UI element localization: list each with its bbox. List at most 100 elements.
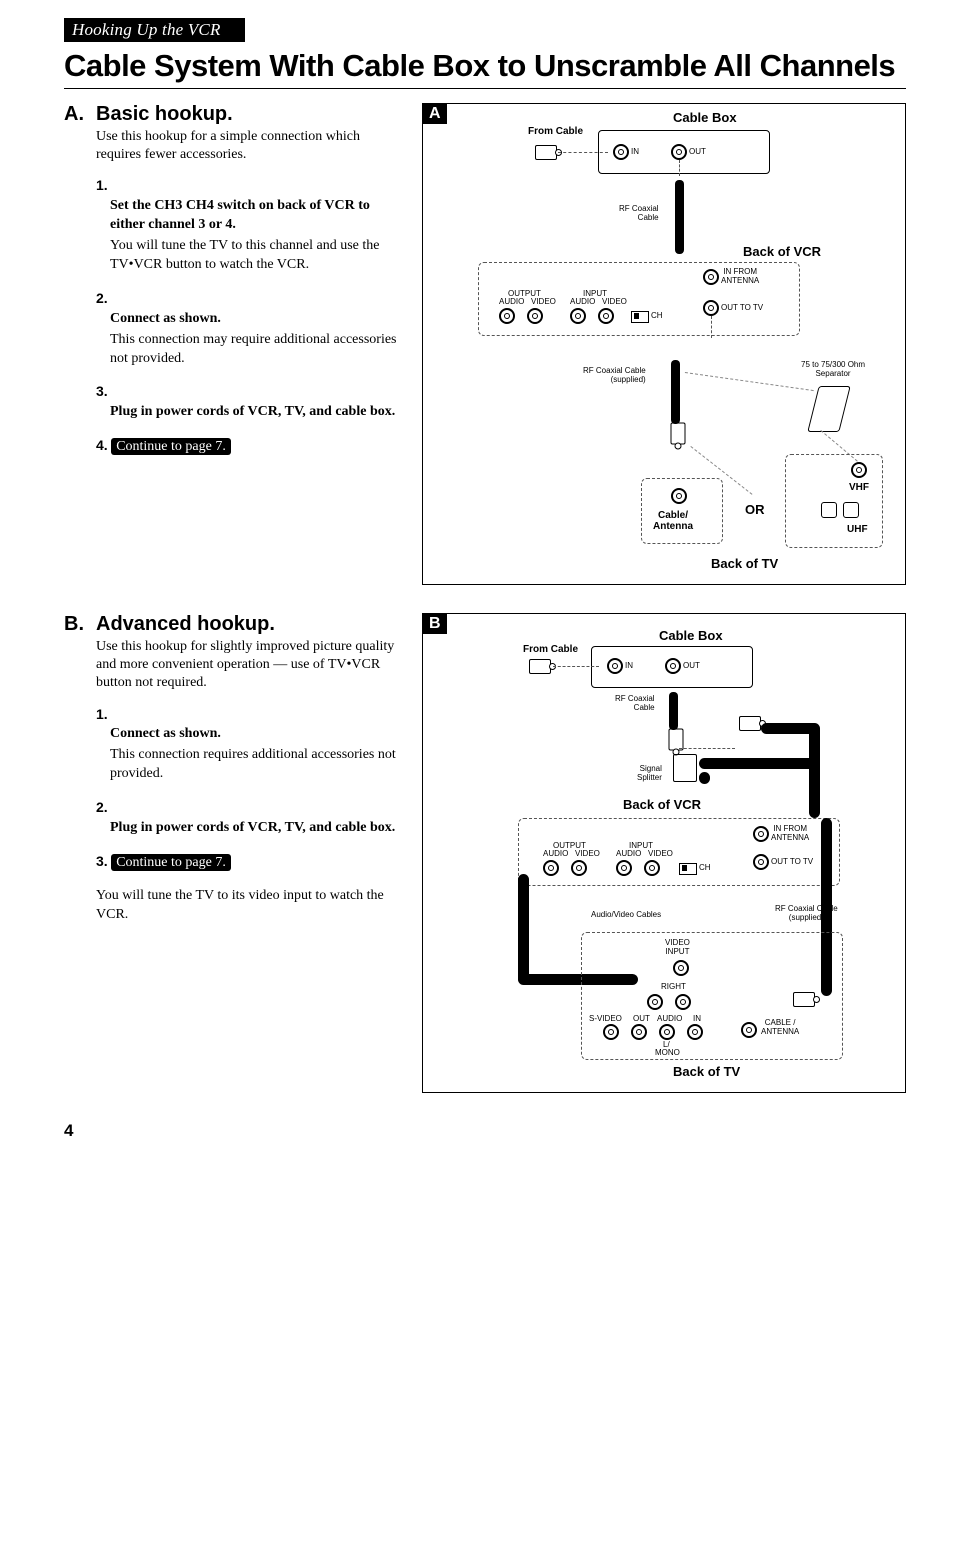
jack bbox=[644, 860, 660, 876]
step-bold: Plug in power cords of VCR, TV, and cabl… bbox=[110, 820, 395, 835]
jack bbox=[851, 462, 867, 478]
section-a-heading: A. Basic hookup. bbox=[64, 103, 404, 126]
step-sub: You will tune the TV to this channel and… bbox=[110, 237, 404, 275]
diagram-a-tag: A bbox=[423, 104, 447, 124]
section-a-steps: 1. Set the CH3 CH4 switch on back of VCR… bbox=[96, 176, 404, 457]
step-b2: 2. Plug in power cords of VCR, TV, and c… bbox=[96, 798, 404, 838]
section-b-letter: B. bbox=[64, 613, 86, 636]
lbl-in-antenna: IN FROM ANTENNA bbox=[721, 267, 759, 285]
jack bbox=[631, 1024, 647, 1040]
lbl-back-vcr: Back of VCR bbox=[623, 797, 701, 812]
step-b1: 1. Connect as shown. This connection req… bbox=[96, 705, 404, 785]
step-num: 4. bbox=[96, 437, 108, 453]
lbl-ch: CH bbox=[651, 311, 663, 320]
jack-in-antenna bbox=[753, 826, 769, 842]
step-num: 3. bbox=[96, 383, 108, 399]
ch-switch-icon bbox=[679, 863, 697, 875]
jack bbox=[616, 860, 632, 876]
jack-in bbox=[607, 658, 623, 674]
lbl-in: IN bbox=[631, 147, 639, 156]
lbl-out: OUT bbox=[689, 147, 706, 156]
section-a-title: Basic hookup. bbox=[96, 103, 233, 126]
jack bbox=[673, 960, 689, 976]
step-num: 2. bbox=[96, 799, 108, 815]
lbl-mono: MONO bbox=[655, 1048, 680, 1057]
lbl-audio: AUDIO bbox=[657, 1014, 682, 1023]
lbl-from-cable: From Cable bbox=[528, 126, 583, 137]
lbl-out-tv: OUT TO TV bbox=[721, 303, 763, 312]
jack bbox=[671, 488, 687, 504]
jack bbox=[571, 860, 587, 876]
lbl-cable-ant: CABLE / ANTENNA bbox=[761, 1018, 799, 1036]
lbl-rf-supplied: RF Coaxial Cable (supplied) bbox=[583, 366, 646, 384]
dash-line bbox=[711, 316, 712, 338]
lbl-video: VIDEO bbox=[575, 849, 600, 858]
lbl-video: VIDEO bbox=[531, 297, 556, 306]
step-a2: 2. Connect as shown. This connection may… bbox=[96, 289, 404, 369]
lbl-from-cable: From Cable bbox=[523, 644, 578, 655]
section-b-intro: Use this hookup for slightly improved pi… bbox=[96, 638, 404, 693]
section-b-row: B. Advanced hookup. Use this hookup for … bbox=[64, 613, 906, 1093]
separator-icon bbox=[807, 386, 850, 432]
lbl-in: IN bbox=[625, 661, 633, 670]
page: Hooking Up the VCR Cable System With Cab… bbox=[0, 0, 954, 1181]
continue-pill: Continue to page 7. bbox=[111, 854, 231, 871]
cable-top-h bbox=[761, 723, 819, 734]
lbl-rf-cable: RF Coaxial Cable bbox=[619, 204, 659, 222]
lbl-in: IN bbox=[693, 1014, 701, 1023]
lbl-audio2: AUDIO bbox=[570, 297, 595, 306]
jack bbox=[543, 860, 559, 876]
lbl-in-antenna: IN FROM ANTENNA bbox=[771, 824, 809, 842]
diagram-b-tag: B bbox=[423, 614, 447, 634]
plug-icon bbox=[739, 716, 761, 731]
step-sub: This connection requires additional acce… bbox=[110, 746, 404, 784]
lbl-cable-box: Cable Box bbox=[673, 110, 737, 125]
lbl-cable-ant: Cable/ Antenna bbox=[653, 510, 693, 532]
plug-icon bbox=[529, 659, 551, 674]
continue-pill: Continue to page 7. bbox=[111, 438, 231, 455]
lbl-audio: AUDIO bbox=[543, 849, 568, 858]
dash-line bbox=[679, 160, 680, 176]
uhf-terminal-icon bbox=[821, 502, 837, 518]
dash-line bbox=[558, 152, 608, 153]
section-a-letter: A. bbox=[64, 103, 86, 126]
title-rule bbox=[64, 88, 906, 89]
jack bbox=[647, 994, 663, 1010]
lbl-cable-box: Cable Box bbox=[659, 628, 723, 643]
step-bold: Set the CH3 CH4 switch on back of VCR to… bbox=[110, 198, 370, 232]
lbl-out-tv: OUT TO TV bbox=[771, 857, 813, 866]
jack bbox=[603, 1024, 619, 1040]
jack bbox=[598, 308, 614, 324]
jack-cable-antenna bbox=[741, 1022, 757, 1038]
lbl-back-tv: Back of TV bbox=[673, 1064, 740, 1079]
diagram-a-wrap: A Cable Box From Cable IN OUT RF Coaxial… bbox=[422, 103, 906, 585]
jack bbox=[499, 308, 515, 324]
step-a3: 3. Plug in power cords of VCR, TV, and c… bbox=[96, 382, 404, 422]
jack-out bbox=[671, 144, 687, 160]
lbl-rf-cable: RF Coaxial Cable bbox=[615, 694, 655, 712]
step-num: 3. bbox=[96, 853, 108, 869]
lbl-out: OUT bbox=[683, 661, 700, 670]
rf-cable bbox=[675, 180, 684, 254]
section-b-title: Advanced hookup. bbox=[96, 613, 275, 636]
section-header-bar: Hooking Up the VCR bbox=[64, 18, 245, 42]
splitter-icon bbox=[673, 754, 697, 782]
lbl-uhf: UHF bbox=[847, 524, 868, 535]
lbl-or: OR bbox=[745, 502, 765, 517]
ch-switch-icon bbox=[631, 311, 649, 323]
lbl-svideo: S-VIDEO bbox=[589, 1014, 622, 1023]
step-num: 1. bbox=[96, 706, 108, 722]
step-sub: This connection may require additional a… bbox=[110, 331, 404, 369]
jack bbox=[659, 1024, 675, 1040]
lbl-out: OUT bbox=[633, 1014, 650, 1023]
jack-in-antenna bbox=[703, 269, 719, 285]
lbl-audio2: AUDIO bbox=[616, 849, 641, 858]
lbl-av-cables: Audio/Video Cables bbox=[591, 910, 661, 919]
step-bold: Connect as shown. bbox=[110, 311, 221, 326]
diagram-b: B Cable Box From Cable IN OUT RF Coaxial… bbox=[422, 613, 906, 1093]
cable-to-vcr bbox=[699, 758, 819, 769]
step-num: 2. bbox=[96, 290, 108, 306]
lbl-rf-supplied: RF Coaxial Cable (supplied) bbox=[775, 904, 838, 922]
lbl-video2: VIDEO bbox=[602, 297, 627, 306]
lbl-splitter: Signal Splitter bbox=[637, 764, 662, 782]
